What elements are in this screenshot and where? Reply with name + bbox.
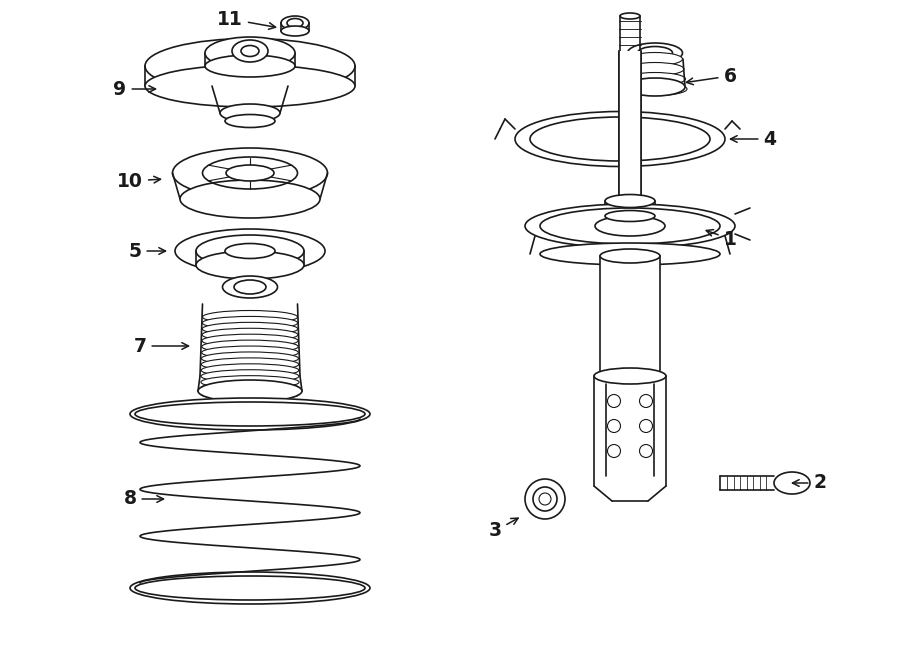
Ellipse shape	[202, 352, 299, 365]
Text: 7: 7	[133, 336, 188, 356]
Ellipse shape	[605, 210, 655, 221]
Ellipse shape	[627, 43, 682, 63]
Ellipse shape	[620, 13, 640, 19]
Ellipse shape	[202, 323, 298, 335]
Ellipse shape	[600, 370, 660, 382]
Ellipse shape	[226, 165, 274, 181]
Ellipse shape	[201, 381, 299, 395]
Ellipse shape	[774, 472, 810, 494]
Ellipse shape	[202, 340, 298, 353]
Ellipse shape	[202, 364, 299, 377]
Ellipse shape	[196, 251, 304, 279]
Ellipse shape	[225, 243, 275, 258]
Ellipse shape	[202, 311, 298, 323]
Text: 11: 11	[217, 9, 275, 29]
Ellipse shape	[205, 37, 295, 69]
Polygon shape	[600, 256, 660, 376]
Text: 10: 10	[117, 171, 160, 190]
Ellipse shape	[130, 398, 370, 430]
Ellipse shape	[525, 204, 735, 248]
Ellipse shape	[130, 572, 370, 604]
Ellipse shape	[623, 83, 687, 95]
Ellipse shape	[232, 40, 268, 62]
Ellipse shape	[281, 26, 309, 36]
Ellipse shape	[180, 180, 320, 218]
Text: 5: 5	[129, 241, 166, 260]
Text: 9: 9	[113, 79, 156, 98]
Ellipse shape	[222, 276, 277, 298]
Ellipse shape	[625, 73, 686, 85]
Text: 2: 2	[793, 473, 826, 492]
Ellipse shape	[626, 63, 684, 75]
Ellipse shape	[205, 55, 295, 77]
Ellipse shape	[281, 16, 309, 30]
Text: 4: 4	[731, 130, 777, 149]
Text: 3: 3	[489, 518, 518, 541]
Ellipse shape	[202, 346, 299, 359]
Ellipse shape	[540, 243, 720, 265]
Ellipse shape	[600, 249, 660, 263]
Ellipse shape	[201, 387, 300, 401]
Text: 6: 6	[687, 67, 736, 85]
Text: 1: 1	[706, 229, 736, 249]
Ellipse shape	[241, 46, 259, 56]
Ellipse shape	[202, 329, 298, 341]
Polygon shape	[619, 51, 641, 201]
Ellipse shape	[220, 104, 280, 122]
Ellipse shape	[145, 65, 355, 107]
Ellipse shape	[145, 38, 355, 93]
Ellipse shape	[515, 112, 725, 167]
Ellipse shape	[202, 334, 298, 347]
Ellipse shape	[201, 375, 299, 389]
Ellipse shape	[175, 229, 325, 273]
Ellipse shape	[605, 194, 655, 208]
Ellipse shape	[625, 78, 685, 96]
Ellipse shape	[594, 368, 666, 384]
Ellipse shape	[201, 369, 299, 383]
Ellipse shape	[202, 317, 298, 329]
Ellipse shape	[627, 52, 682, 65]
Ellipse shape	[198, 380, 302, 402]
Ellipse shape	[202, 358, 299, 371]
Ellipse shape	[225, 114, 275, 128]
Ellipse shape	[173, 148, 328, 198]
Text: 8: 8	[123, 490, 164, 508]
